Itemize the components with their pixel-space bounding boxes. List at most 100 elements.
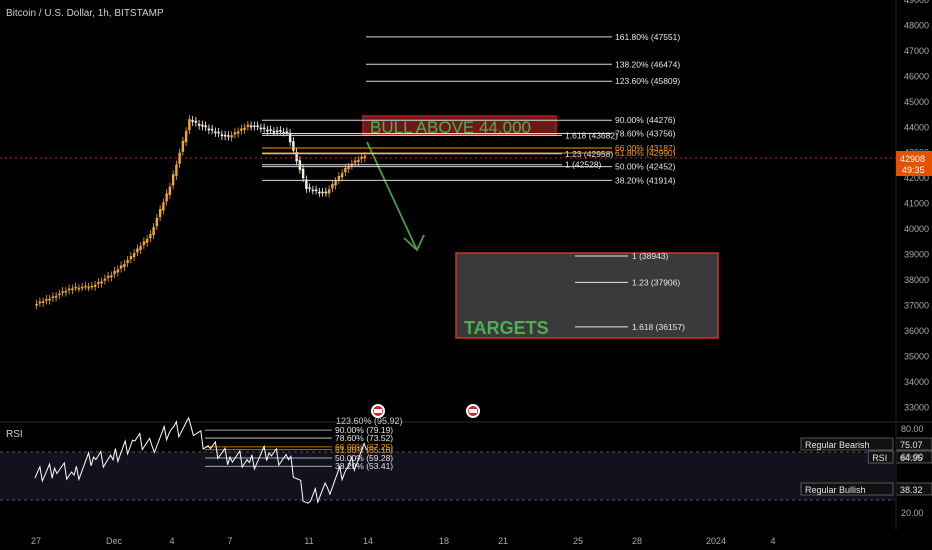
time-axis-tick: 18 bbox=[439, 536, 449, 546]
price-candle-body bbox=[45, 299, 48, 301]
fib-level-label: 61.80% (42990) bbox=[615, 148, 676, 158]
bull-annotation-text: BULL ABOVE 44.000 bbox=[370, 118, 531, 137]
price-axis-tick: 45000 bbox=[904, 97, 929, 107]
rsi-fib-label: 90.00% (79.19) bbox=[335, 425, 393, 435]
price-axis-tick: 42000 bbox=[904, 173, 929, 183]
rsi-clipped-fib-label: 123.60% (95.92) bbox=[336, 416, 403, 426]
price-candle-body bbox=[54, 296, 58, 298]
price-candle-body bbox=[67, 288, 71, 291]
rsi-legend-name: Regular Bearish bbox=[805, 440, 870, 450]
fib-level-label: 161.80% (47551) bbox=[615, 32, 680, 42]
price-candle-body bbox=[259, 127, 263, 130]
price-candle-body bbox=[93, 284, 97, 287]
rsi-axis-tick: 80.00 bbox=[901, 424, 924, 434]
fib-level-label: 50.00% (42452) bbox=[615, 162, 676, 172]
price-axis-tick: 49000 bbox=[904, 0, 929, 5]
price-candle-body bbox=[116, 269, 120, 273]
rsi-fib-label: 78.60% (73.52) bbox=[335, 433, 393, 443]
price-axis-tick: 36000 bbox=[904, 326, 929, 336]
price-candle-body bbox=[97, 282, 100, 284]
rsi-legend-value: 38.32 bbox=[900, 485, 923, 495]
price-candle-body bbox=[353, 160, 357, 163]
rsi-axis-tick: 60.00 bbox=[901, 452, 924, 462]
price-candle-body bbox=[77, 288, 81, 290]
projection-arrow-shaft bbox=[366, 141, 418, 251]
price-candle-body bbox=[227, 135, 230, 137]
fib-level-label: 38.20% (41914) bbox=[615, 175, 676, 185]
price-candle-body bbox=[279, 130, 282, 132]
rsi-band bbox=[0, 452, 895, 500]
price-candle-body bbox=[100, 281, 103, 284]
price-candle-body bbox=[129, 256, 133, 260]
rsi-layer: 90.00% (79.19)78.60% (73.52)66.00% (67.2… bbox=[34, 416, 932, 504]
rsi-axis-tick: 20.00 bbox=[901, 508, 924, 518]
price-candle-body bbox=[243, 127, 246, 130]
alert-icon[interactable] bbox=[466, 404, 480, 418]
price-candle-body bbox=[152, 227, 155, 236]
axis-layer: 33000 34000 35000 36000 37000 38000 39000 40000… bbox=[31, 0, 929, 546]
rsi-legend-name-box bbox=[867, 450, 894, 464]
price-candle-body bbox=[266, 129, 269, 132]
projection-arrow-head bbox=[403, 234, 425, 252]
price-candle-body bbox=[41, 301, 45, 303]
targets-box bbox=[455, 252, 719, 339]
current-price-tag bbox=[896, 151, 932, 176]
symbol-title: Bitcoin / U.S. Dollar, 1h, BITSTAMP bbox=[6, 8, 164, 19]
price-candle-body bbox=[233, 132, 237, 135]
time-axis-tick: 4 bbox=[169, 536, 174, 546]
fib-level-label: 90.00% (44276) bbox=[615, 115, 676, 125]
price-candle-body bbox=[123, 263, 126, 267]
price-candle-body bbox=[357, 159, 360, 163]
rsi-legend-name: RSI bbox=[872, 453, 887, 463]
alert-icon[interactable] bbox=[371, 404, 385, 418]
price-axis-tick: 39000 bbox=[904, 250, 929, 260]
price-candle-body bbox=[113, 270, 116, 274]
price-candle-body bbox=[64, 291, 68, 293]
price-candle-body bbox=[295, 151, 298, 162]
price-candle-body bbox=[71, 288, 74, 291]
price-candle-body bbox=[363, 156, 367, 159]
rsi-fib-label: 66.00% (67.25) bbox=[335, 442, 393, 452]
price-candle-body bbox=[240, 128, 243, 131]
rsi-fib-label: 50.00% (59.28) bbox=[335, 453, 393, 463]
price-series-line bbox=[34, 119, 367, 306]
rsi-pane-title: RSI bbox=[6, 429, 23, 440]
price-axis-tick: 44000 bbox=[904, 122, 929, 132]
price-candle-body bbox=[249, 125, 253, 128]
time-axis-tick: 25 bbox=[573, 536, 583, 546]
price-candle-body bbox=[282, 131, 285, 134]
fib-level-label: 1.618 (43682) bbox=[565, 130, 618, 140]
price-candle-body bbox=[197, 123, 201, 126]
price-candle-body bbox=[142, 241, 146, 246]
price-candle-body bbox=[253, 125, 256, 128]
price-candle-body bbox=[324, 191, 328, 194]
price-candle-body bbox=[340, 173, 344, 178]
price-axis-tick: 37000 bbox=[904, 300, 929, 310]
time-axis-tick: 27 bbox=[31, 536, 41, 546]
time-axis-tick: 2024 bbox=[706, 536, 726, 546]
price-candle-body bbox=[106, 275, 110, 278]
price-candle-body bbox=[236, 131, 240, 134]
rsi-legend-name-box bbox=[800, 482, 894, 496]
price-candle-body bbox=[194, 120, 198, 123]
price-candle-body bbox=[87, 287, 90, 289]
price-candle-body bbox=[80, 287, 84, 289]
price-candle-body bbox=[139, 246, 142, 250]
price-axis-tick: 35000 bbox=[904, 351, 929, 361]
time-axis-tick: 11 bbox=[304, 536, 313, 546]
time-axis-tick: 4 bbox=[770, 536, 775, 546]
fib-levels-layer: 161.80% (47551) 138.20% (46474) 123.60% (4… bbox=[262, 32, 680, 185]
price-candle-body bbox=[210, 128, 214, 131]
price-candle-body bbox=[347, 166, 350, 169]
price-candle-body bbox=[256, 125, 259, 127]
fib-level-label: 78.60% (43756) bbox=[615, 128, 676, 138]
target-level-label: 1.618 (36157) bbox=[632, 322, 685, 332]
price-candle-body bbox=[217, 131, 220, 134]
price-candle-body bbox=[84, 285, 87, 288]
fib-level-label: 1.23 (42958) bbox=[565, 149, 613, 159]
price-axis-tick: 48000 bbox=[904, 20, 929, 30]
price-candle-body bbox=[308, 187, 311, 189]
price-candle-body bbox=[158, 209, 162, 218]
price-candle-body bbox=[311, 189, 315, 192]
